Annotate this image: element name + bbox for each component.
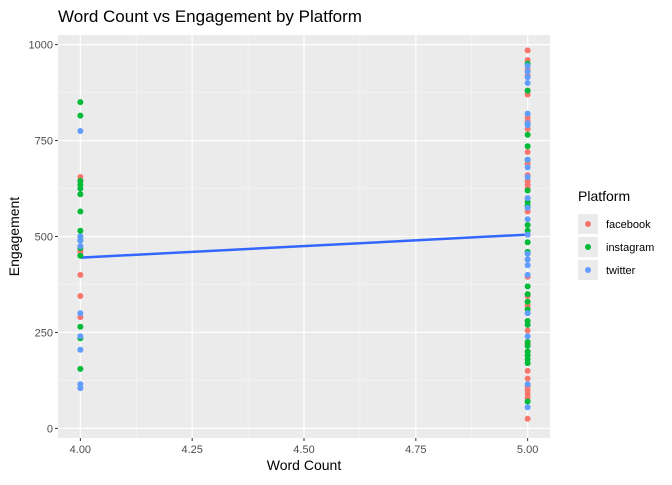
y-tick-label: 0 (47, 423, 53, 435)
legend: Platform facebook instagram twitter (578, 188, 654, 280)
trend-line (80, 233, 528, 259)
data-point-instagram (524, 321, 531, 328)
data-point-instagram (77, 191, 84, 198)
data-point-instagram (524, 360, 531, 367)
data-point-instagram (524, 398, 531, 405)
y-tick-label: 750 (35, 136, 53, 148)
x-tick-label: 4.75 (405, 444, 426, 456)
data-point-instagram (77, 252, 84, 259)
legend-key-twitter (585, 267, 591, 273)
data-point-twitter (524, 156, 531, 163)
legend-key-facebook (585, 221, 591, 227)
x-axis-label: Word Count (267, 457, 342, 473)
data-point-instagram (524, 298, 531, 305)
data-point-instagram (524, 239, 531, 246)
data-point-twitter (524, 195, 531, 202)
data-point-instagram (524, 143, 531, 150)
y-tick-label: 1000 (29, 40, 53, 52)
data-point-twitter (524, 271, 531, 278)
data-point-facebook (524, 47, 531, 54)
data-point-instagram (524, 187, 531, 194)
data-point-twitter (524, 310, 531, 317)
data-point-instagram (524, 221, 531, 228)
data-point-twitter (524, 164, 531, 171)
data-point-twitter (524, 256, 531, 263)
data-point-twitter (524, 250, 531, 257)
y-tick-label: 500 (35, 232, 53, 244)
data-point-instagram (524, 283, 531, 290)
data-point-twitter (524, 204, 531, 211)
x-axis: 4.00 4.25 4.50 4.75 5.00 (70, 438, 538, 456)
y-axis-label: Engagement (6, 197, 22, 277)
data-point-facebook (524, 327, 531, 334)
data-point-facebook (77, 292, 84, 299)
data-point-twitter (77, 385, 84, 392)
data-point-twitter (524, 122, 531, 129)
data-point-instagram (77, 112, 84, 119)
data-point-twitter (524, 262, 531, 269)
legend-key-instagram (585, 244, 591, 250)
data-point-twitter (524, 79, 531, 86)
legend-label-twitter: twitter (606, 265, 636, 277)
legend-label-instagram: instagram (606, 242, 654, 254)
data-point-instagram (524, 342, 531, 349)
data-point-twitter (524, 74, 531, 81)
data-point-instagram (524, 131, 531, 138)
y-tick-label: 250 (35, 327, 53, 339)
data-point-twitter (524, 381, 531, 388)
data-point-twitter (524, 174, 531, 181)
legend-label-facebook: facebook (606, 219, 651, 231)
x-tick-label: 5.00 (517, 444, 538, 456)
points-layer (77, 47, 531, 422)
data-point-twitter (524, 62, 531, 69)
data-point-twitter (77, 310, 84, 317)
data-point-instagram (77, 227, 84, 234)
data-point-facebook (77, 271, 84, 278)
data-point-twitter (77, 243, 84, 250)
data-point-instagram (77, 99, 84, 106)
x-tick-label: 4.00 (70, 444, 91, 456)
data-point-twitter (524, 333, 531, 340)
data-point-instagram (524, 291, 531, 298)
data-point-twitter (524, 216, 531, 223)
legend-title: Platform (578, 188, 630, 204)
data-point-instagram (77, 323, 84, 330)
data-point-facebook (524, 415, 531, 422)
data-point-facebook (524, 375, 531, 382)
chart-title: Word Count vs Engagement by Platform (58, 7, 362, 26)
data-point-twitter (524, 110, 531, 117)
data-point-twitter (524, 404, 531, 411)
data-point-facebook (524, 149, 531, 156)
data-point-instagram (524, 87, 531, 94)
x-tick-label: 4.50 (293, 444, 314, 456)
x-tick-label: 4.25 (181, 444, 202, 456)
data-point-instagram (77, 208, 84, 215)
data-point-twitter (77, 127, 84, 134)
data-point-twitter (77, 237, 84, 244)
y-axis: 0 250 500 750 1000 (29, 40, 58, 435)
data-point-twitter (524, 231, 531, 238)
data-point-facebook (524, 367, 531, 374)
data-point-twitter (77, 346, 84, 353)
data-point-instagram (77, 365, 84, 372)
trend-line-layer (80, 233, 528, 259)
data-point-twitter (524, 68, 531, 75)
data-point-instagram (77, 185, 84, 192)
data-point-twitter (77, 333, 84, 340)
